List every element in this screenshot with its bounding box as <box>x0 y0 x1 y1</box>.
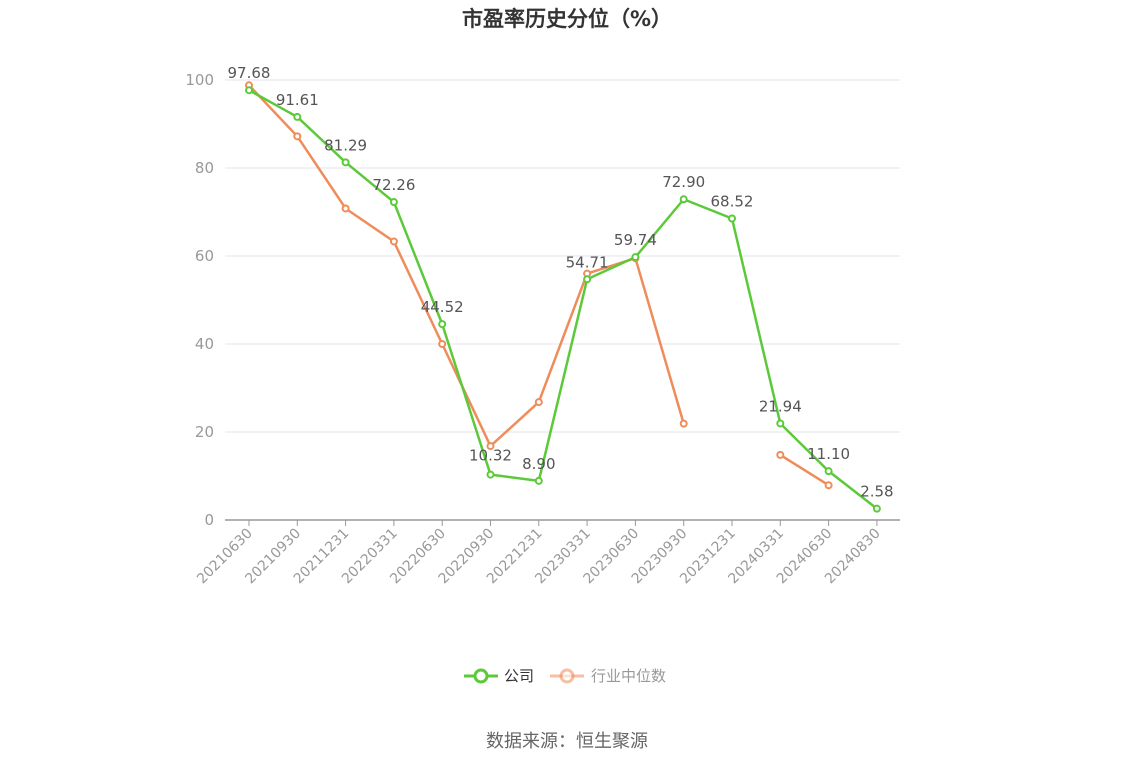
data-point-industry-median[interactable] <box>534 398 543 407</box>
data-point-company[interactable] <box>631 253 640 262</box>
data-point-industry-median[interactable] <box>776 450 785 459</box>
data-label: 68.52 <box>711 193 754 211</box>
data-point-industry-median[interactable] <box>389 237 398 246</box>
series-company <box>245 86 881 513</box>
legend-industry-marker <box>559 668 575 684</box>
y-tick-label: 40 <box>195 335 214 353</box>
y-axis: 0 20 40 60 80 100 <box>185 71 214 529</box>
legend-company-marker <box>473 668 489 684</box>
data-point-industry-median[interactable] <box>438 340 447 348</box>
data-point-company[interactable] <box>824 467 833 476</box>
data-point-company[interactable] <box>438 320 447 329</box>
data-label: 97.68 <box>228 64 271 82</box>
data-label: 54.71 <box>566 253 609 271</box>
data-label: 81.29 <box>324 136 367 154</box>
data-label: 72.90 <box>662 173 705 191</box>
data-point-company[interactable] <box>728 214 736 223</box>
series-line-industry-median <box>779 453 830 487</box>
data-point-industry-median[interactable] <box>341 204 350 213</box>
x-axis: 2021063020210930202112312022033120220630… <box>194 519 900 587</box>
series-layer <box>245 81 881 513</box>
y-tick-label: 20 <box>195 423 214 441</box>
data-label: 2.58 <box>860 483 893 501</box>
data-point-company[interactable] <box>486 470 495 479</box>
data-point-company[interactable] <box>389 198 398 207</box>
data-point-company[interactable] <box>245 86 253 95</box>
legend-item-company[interactable]: 公司 <box>464 667 534 685</box>
data-point-industry-median[interactable] <box>824 481 833 490</box>
data-label: 8.90 <box>522 455 555 473</box>
chart-title: 市盈率历史分位（%） <box>462 7 672 31</box>
data-label: 10.32 <box>469 447 512 465</box>
data-labels: 97.68 91.61 81.29 72.26 44.52 10.32 8.90 54.71 5… <box>228 64 894 500</box>
data-label: 44.52 <box>421 298 464 316</box>
data-label: 91.61 <box>276 91 319 109</box>
y-tick-label: 80 <box>195 159 214 177</box>
legend: 公司 行业中位数 <box>464 667 666 685</box>
data-point-company[interactable] <box>583 275 592 284</box>
series-line-industry-median <box>248 84 685 448</box>
series-line-company <box>248 89 878 510</box>
data-label: 21.94 <box>759 397 802 415</box>
legend-company-label: 公司 <box>504 667 534 685</box>
data-point-industry-median[interactable] <box>679 419 688 428</box>
data-point-company[interactable] <box>341 158 350 167</box>
data-source: 数据来源：恒生聚源 <box>486 731 648 752</box>
y-tick-label: 60 <box>195 247 214 265</box>
data-label: 72.26 <box>372 176 415 194</box>
series-industry-median <box>245 81 833 490</box>
legend-industry-label: 行业中位数 <box>591 667 666 685</box>
data-label: 11.10 <box>807 445 850 463</box>
y-tick-label: 100 <box>185 71 214 89</box>
data-point-company[interactable] <box>872 504 881 513</box>
data-point-industry-median[interactable] <box>293 132 302 141</box>
data-point-company[interactable] <box>293 112 302 121</box>
data-point-industry-median[interactable] <box>486 442 495 451</box>
data-point-company[interactable] <box>534 476 543 485</box>
data-point-company[interactable] <box>679 195 688 204</box>
y-tick-label: 0 <box>204 511 214 529</box>
data-label: 59.74 <box>614 231 657 249</box>
data-point-company[interactable] <box>776 419 785 428</box>
legend-item-industry-median[interactable]: 行业中位数 <box>550 667 666 685</box>
